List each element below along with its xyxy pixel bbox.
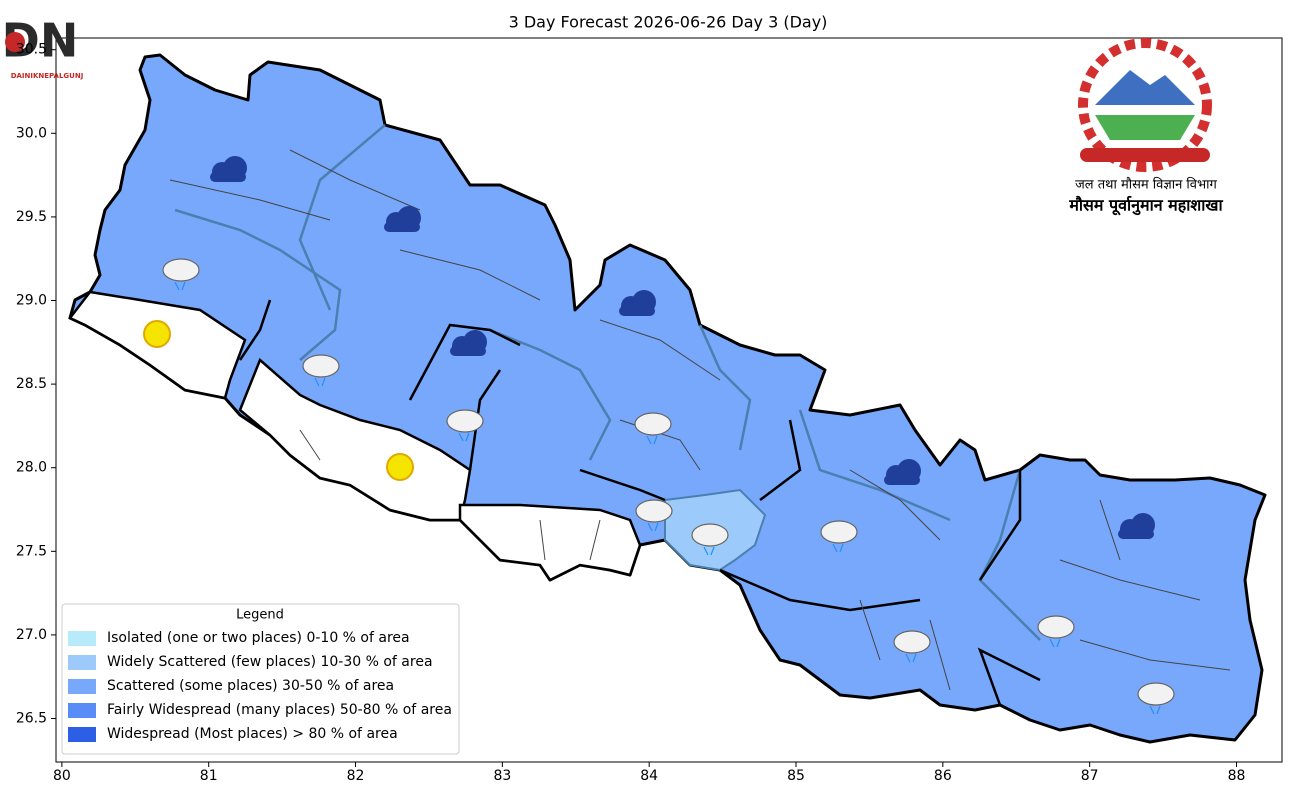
legend-title: Legend [236, 608, 284, 623]
no-rain-region [238, 357, 472, 522]
y-tick-label: 29.0 [16, 293, 47, 309]
legend-label: Isolated (one or two places) 0-10 % of a… [107, 630, 410, 646]
y-tick-label: 30.0 [16, 125, 47, 141]
weather-icons [143, 156, 1175, 715]
x-tick-label: 84 [640, 768, 658, 784]
y-tick-label: 30.5 [16, 42, 47, 58]
legend-swatch [68, 655, 96, 670]
emblem-division: मौसम पूर्वानुमान महाशाखा [1068, 196, 1223, 216]
legend: Legend Isolated (one or two places) 0-10 … [61, 603, 460, 755]
x-tick-label: 81 [200, 768, 218, 784]
logo: DN DAINIKNEPALGUNJ [2, 14, 84, 81]
legend-swatch [68, 679, 96, 694]
map-region [68, 53, 1267, 744]
legend-label: Widespread (Most places) > 80 % of area [107, 726, 398, 742]
legend-label: Widely Scattered (few places) 10-30 % of… [107, 654, 433, 670]
y-tick-label: 29.5 [16, 209, 47, 225]
legend-label: Scattered (some places) 30-50 % of area [107, 678, 394, 694]
no-rain-region [458, 503, 642, 582]
logo-text: DAINIKNEPALGUNJ [11, 72, 84, 80]
chart-title: 3 Day Forecast 2026-06-26 Day 3 (Day) [509, 13, 828, 32]
legend-swatch [68, 703, 96, 718]
province-border [238, 299, 1041, 706]
emblem: जल तथा मौसम विज्ञान विभाग मौसम पूर्वानुम… [1068, 38, 1224, 216]
legend-box [61, 603, 460, 755]
district-border [169, 149, 1231, 691]
x-tick-label: 82 [347, 768, 365, 784]
x-tick-label: 85 [787, 768, 805, 784]
x-tick-label: 86 [934, 768, 952, 784]
y-tick-label: 28.0 [16, 460, 47, 476]
legend-swatch [68, 631, 96, 646]
y-tick-label: 28.5 [16, 376, 47, 392]
y-tick-label: 27.0 [16, 627, 47, 643]
y-tick-label: 26.5 [16, 711, 47, 727]
province-border [174, 124, 1041, 641]
emblem-department: जल तथा मौसम विज्ञान विभाग [1075, 177, 1217, 193]
x-tick-label: 88 [1228, 768, 1246, 784]
x-tick-label: 83 [493, 768, 511, 784]
x-tick-label: 87 [1081, 768, 1099, 784]
legend-label: Fairly Widespread (many places) 50-80 % … [107, 702, 452, 718]
legend-swatch [68, 727, 96, 742]
plot-frame [55, 37, 1283, 763]
y-tick-label: 27.5 [16, 543, 47, 559]
x-tick-label: 80 [53, 768, 71, 784]
